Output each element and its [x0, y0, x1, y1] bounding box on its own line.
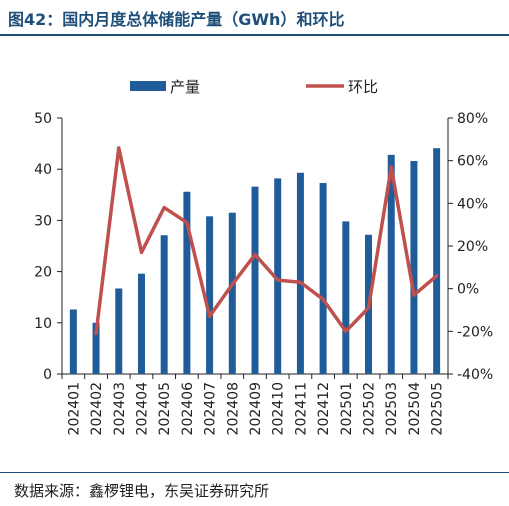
bar — [319, 183, 327, 374]
x-tick-label: 202408 — [225, 382, 241, 435]
bar — [274, 178, 282, 374]
x-tick-label: 202409 — [248, 382, 264, 435]
x-tick-label: 202503 — [384, 382, 400, 435]
bar — [296, 172, 304, 374]
x-tick-label: 202410 — [271, 382, 287, 435]
y-left-tick-label: 30 — [34, 213, 52, 229]
source-note: 数据来源：鑫椤锂电，东吴证券研究所 — [14, 482, 270, 500]
y-left-tick-label: 40 — [34, 162, 52, 178]
x-tick-label: 202411 — [293, 382, 309, 435]
bar — [228, 212, 236, 374]
x-tick-label: 202406 — [180, 382, 196, 436]
x-tick-label: 202501 — [339, 382, 355, 435]
bar — [251, 186, 259, 374]
y-left-tick-label: 10 — [34, 316, 52, 332]
title-divider — [0, 34, 509, 36]
x-tick-label: 202403 — [112, 382, 128, 435]
y-left-tick-label: 20 — [34, 265, 52, 281]
bar — [387, 154, 395, 374]
bar — [115, 288, 123, 374]
legend-label-line: 环比 — [348, 78, 378, 96]
bar — [433, 148, 441, 374]
y-right-tick-label: 40% — [457, 196, 488, 212]
y-right-tick-label: 20% — [457, 239, 488, 255]
x-tick-label: 202412 — [316, 382, 332, 435]
bar — [92, 322, 100, 374]
y-right-tick-label: 80% — [457, 111, 488, 127]
chart-title: 图42：国内月度总体储能产量（GWh）和环比 — [8, 10, 345, 29]
x-tick-label: 202404 — [134, 382, 150, 436]
y-left-tick-label: 0 — [43, 367, 52, 383]
y-left-tick-label: 50 — [34, 111, 52, 127]
bar — [69, 309, 77, 374]
y-right-tick-label: -20% — [457, 324, 493, 340]
bar — [183, 191, 191, 374]
x-tick-label: 202505 — [430, 382, 446, 435]
bar — [410, 161, 418, 374]
bar — [206, 216, 214, 374]
bar — [137, 273, 145, 374]
x-tick-label: 202405 — [157, 382, 173, 435]
y-right-tick-label: 60% — [457, 154, 488, 170]
bar — [160, 235, 168, 374]
y-right-tick-label: -40% — [457, 367, 493, 383]
x-tick-label: 202402 — [89, 382, 105, 435]
x-tick-label: 202504 — [407, 382, 423, 436]
source-divider — [0, 472, 509, 473]
legend-label-bar: 产量 — [170, 78, 200, 96]
figure-header: 图42：国内月度总体储能产量（GWh）和环比 — [0, 0, 509, 36]
x-tick-label: 202502 — [362, 382, 378, 435]
chart-area: 0 10 20 30 40 50 -40% -20% 0% 20% 40% 60% 80% 202401 2… — [34, 78, 493, 436]
x-tick-label: 202401 — [66, 382, 82, 435]
x-tick-label: 202407 — [203, 382, 219, 435]
legend-swatch-bar — [130, 81, 166, 91]
line-series-mom — [94, 146, 439, 336]
bar — [342, 221, 350, 374]
y-right-tick-label: 0% — [457, 282, 479, 298]
